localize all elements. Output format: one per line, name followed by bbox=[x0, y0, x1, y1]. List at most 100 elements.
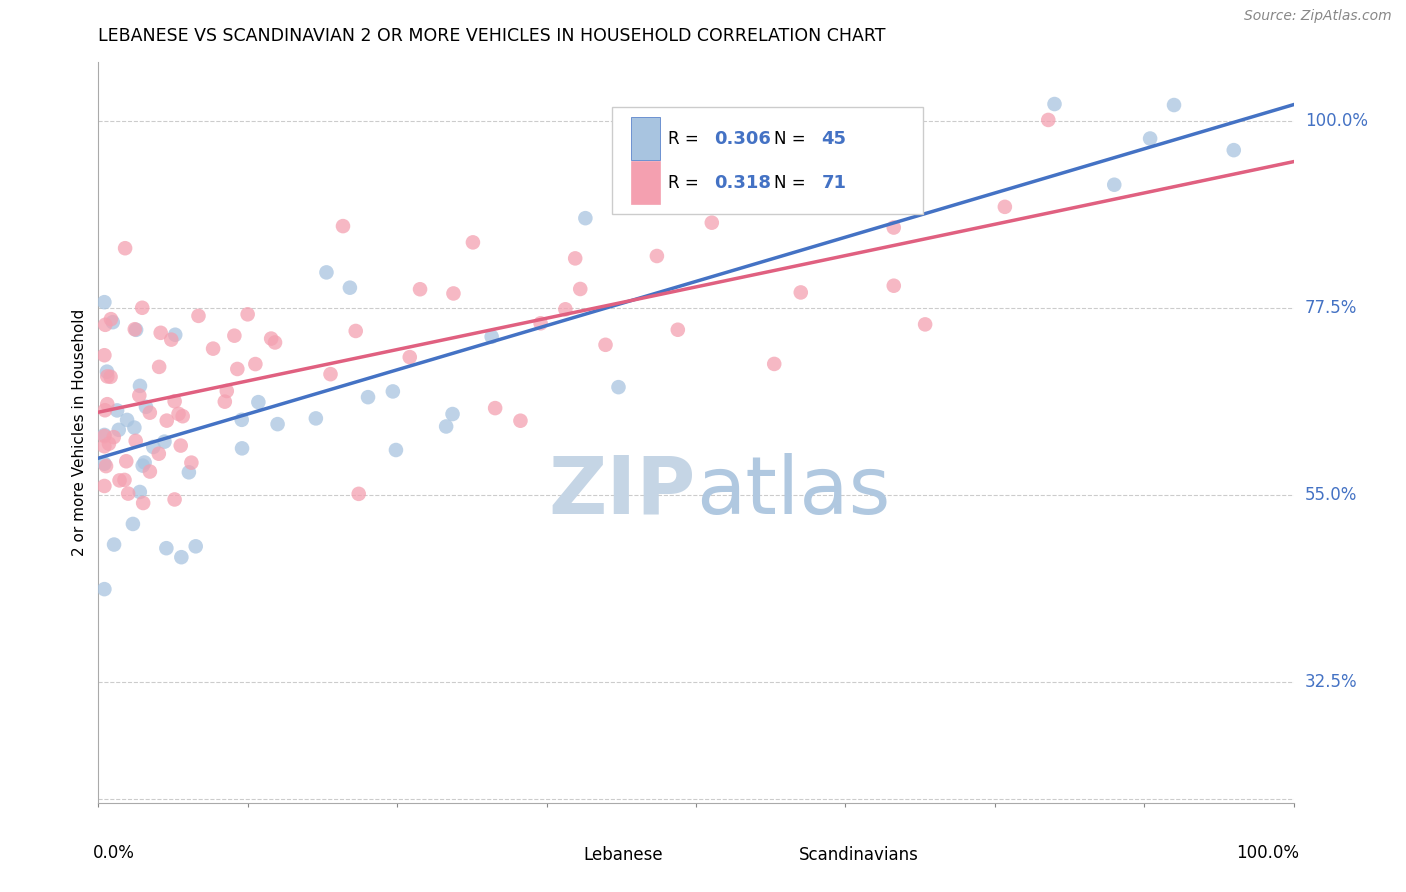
FancyBboxPatch shape bbox=[766, 839, 796, 871]
Point bbox=[245, 357, 267, 371]
Point bbox=[443, 286, 465, 301]
Point bbox=[94, 403, 117, 417]
Point bbox=[101, 315, 124, 329]
Point bbox=[170, 439, 193, 453]
Text: LEBANESE VS SCANDINAVIAN 2 OR MORE VEHICLES IN HOUSEHOLD CORRELATION CHART: LEBANESE VS SCANDINAVIAN 2 OR MORE VEHIC… bbox=[98, 27, 886, 45]
Text: 77.5%: 77.5% bbox=[1305, 299, 1357, 317]
Point bbox=[315, 265, 337, 279]
Point bbox=[94, 459, 117, 474]
Text: 32.5%: 32.5% bbox=[1305, 673, 1357, 691]
Point bbox=[165, 327, 187, 342]
Point bbox=[883, 220, 905, 235]
Point bbox=[266, 417, 288, 431]
Point bbox=[128, 485, 150, 500]
Point bbox=[93, 457, 115, 471]
Text: R =: R = bbox=[668, 174, 704, 192]
Point bbox=[163, 394, 186, 409]
Point bbox=[1163, 98, 1185, 112]
Text: R =: R = bbox=[668, 129, 704, 147]
Point bbox=[132, 496, 155, 510]
Point bbox=[554, 302, 576, 317]
Point bbox=[124, 420, 146, 434]
Point bbox=[434, 419, 457, 434]
Point bbox=[607, 380, 630, 394]
Point bbox=[319, 367, 342, 381]
Point bbox=[666, 323, 689, 337]
Point bbox=[595, 338, 617, 352]
Point bbox=[530, 316, 553, 330]
Point bbox=[93, 348, 115, 362]
Point bbox=[224, 328, 246, 343]
Point bbox=[177, 465, 200, 479]
Point bbox=[461, 235, 484, 250]
Point bbox=[105, 403, 128, 417]
Point bbox=[994, 200, 1017, 214]
Point bbox=[100, 369, 122, 384]
Point bbox=[148, 447, 170, 461]
Point bbox=[107, 423, 129, 437]
Point bbox=[142, 440, 165, 454]
Point bbox=[226, 362, 249, 376]
Text: 0.0%: 0.0% bbox=[93, 844, 135, 862]
Point bbox=[509, 414, 531, 428]
Point bbox=[1104, 178, 1126, 192]
Point bbox=[139, 465, 162, 479]
Text: 55.0%: 55.0% bbox=[1305, 486, 1357, 504]
Point bbox=[481, 329, 503, 343]
Point bbox=[100, 312, 122, 326]
Text: Lebanese: Lebanese bbox=[583, 846, 664, 863]
Point bbox=[93, 428, 115, 442]
Y-axis label: 2 or more Vehicles in Household: 2 or more Vehicles in Household bbox=[72, 309, 87, 557]
Point bbox=[115, 454, 138, 468]
Point bbox=[114, 241, 136, 255]
Text: 100.0%: 100.0% bbox=[1305, 112, 1368, 129]
FancyBboxPatch shape bbox=[631, 161, 661, 203]
Point bbox=[96, 397, 118, 411]
Text: 100.0%: 100.0% bbox=[1236, 844, 1299, 862]
Point bbox=[339, 281, 361, 295]
Point bbox=[332, 219, 354, 233]
Point bbox=[202, 342, 225, 356]
Text: 0.306: 0.306 bbox=[714, 129, 770, 147]
Point bbox=[108, 474, 131, 488]
FancyBboxPatch shape bbox=[631, 118, 661, 160]
Text: N =: N = bbox=[773, 174, 810, 192]
Point bbox=[124, 322, 146, 336]
Point bbox=[484, 401, 506, 416]
Point bbox=[93, 582, 115, 596]
Text: ZIP: ZIP bbox=[548, 453, 696, 531]
Point bbox=[180, 456, 202, 470]
Point bbox=[156, 414, 179, 428]
Point bbox=[114, 473, 136, 487]
Point bbox=[1043, 97, 1066, 112]
Point bbox=[645, 249, 668, 263]
Text: 71: 71 bbox=[821, 174, 846, 192]
Point bbox=[96, 369, 118, 384]
Point bbox=[184, 539, 207, 553]
Point bbox=[148, 359, 170, 374]
Point bbox=[231, 413, 253, 427]
FancyBboxPatch shape bbox=[551, 839, 581, 871]
Point bbox=[574, 211, 596, 226]
Point bbox=[122, 516, 145, 531]
Text: atlas: atlas bbox=[696, 453, 890, 531]
Point bbox=[163, 492, 186, 507]
Point bbox=[187, 309, 209, 323]
Point bbox=[160, 333, 183, 347]
Point bbox=[131, 458, 153, 473]
Point bbox=[128, 388, 150, 402]
Point bbox=[357, 390, 380, 404]
Point bbox=[700, 216, 723, 230]
Point bbox=[172, 409, 194, 424]
Point bbox=[236, 307, 259, 321]
Point bbox=[93, 479, 115, 493]
Text: Source: ZipAtlas.com: Source: ZipAtlas.com bbox=[1244, 9, 1392, 23]
Point bbox=[260, 332, 283, 346]
Point bbox=[149, 326, 172, 340]
Point bbox=[170, 550, 193, 565]
Point bbox=[103, 430, 125, 444]
Point bbox=[125, 323, 148, 337]
Point bbox=[129, 379, 152, 393]
Point bbox=[94, 318, 117, 332]
Point bbox=[117, 486, 139, 500]
